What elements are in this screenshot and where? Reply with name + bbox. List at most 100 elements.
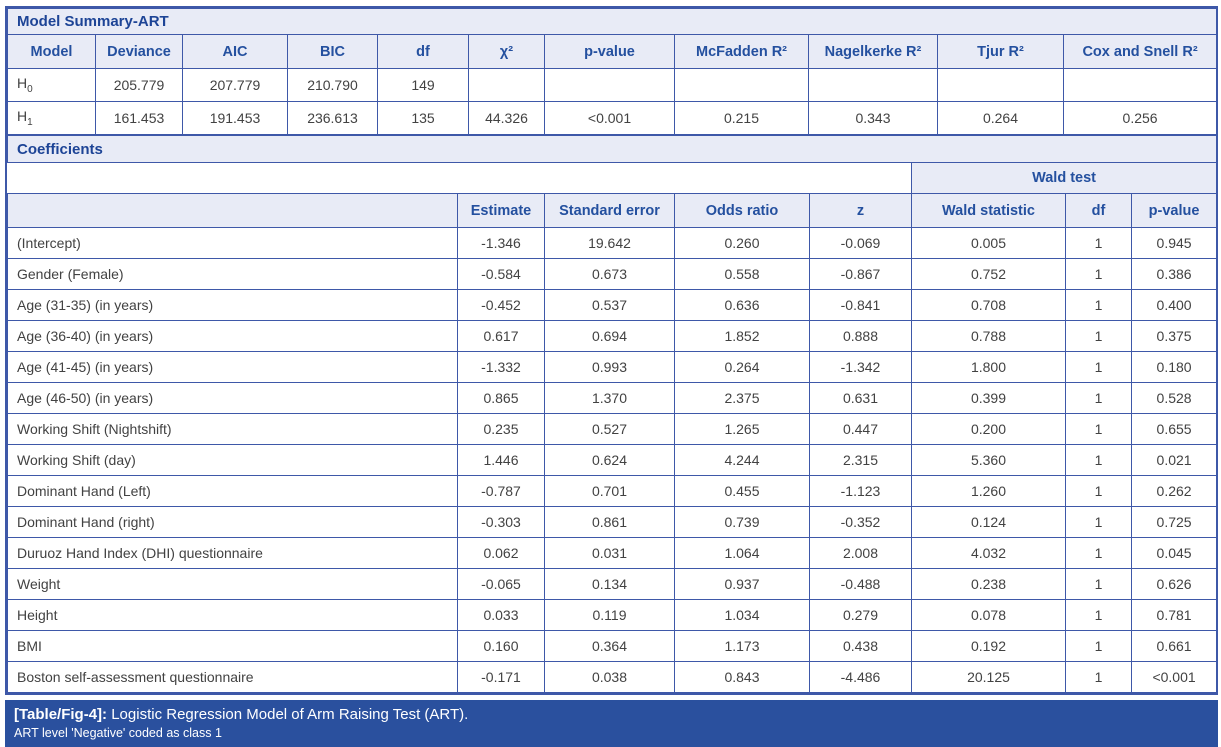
coefficient-value-cell: 0.993 <box>544 351 675 383</box>
column-header-deviance: Deviance <box>95 34 183 69</box>
table-row: BMI 0.160 0.364 1.173 0.438 0.192 1 0.661 <box>7 630 1218 662</box>
coefficient-value-cell: 0.238 <box>911 568 1066 600</box>
coefficient-value-cell: 0.386 <box>1130 258 1218 290</box>
coefficient-value-cell: 0.865 <box>457 382 545 414</box>
coefficient-value-cell: 0.843 <box>674 661 810 693</box>
coefficient-value-cell: -0.841 <box>809 289 912 321</box>
section-title-row: Model Summary-ART <box>6 8 1218 35</box>
coefficient-value-cell: 1.173 <box>674 630 810 662</box>
predictor-label: Dominant Hand (Left) <box>7 475 458 507</box>
coefficient-value-cell: 0.631 <box>809 382 912 414</box>
coefficient-value-cell: 0.661 <box>1130 630 1218 662</box>
coefficient-value-cell: 1 <box>1065 537 1132 569</box>
coefficients-title: Coefficients <box>6 135 1218 163</box>
coefficient-value-cell: 0.364 <box>544 630 675 662</box>
section-title-row: Coefficients <box>6 135 1218 163</box>
coefficient-value-cell: -0.787 <box>457 475 545 507</box>
coefficient-value-cell: 5.360 <box>911 444 1066 476</box>
coefficient-value-cell: 0.655 <box>1130 413 1218 445</box>
predictor-label: Age (46-50) (in years) <box>7 382 458 414</box>
coefficient-value-cell: 0.005 <box>911 227 1066 259</box>
coefficient-value-cell: 0.279 <box>809 599 912 631</box>
column-header-wald-p-value: p-value <box>1130 193 1218 228</box>
coefficient-value-cell: 0.031 <box>544 537 675 569</box>
coefficient-value-cell: 0.021 <box>1130 444 1218 476</box>
coefficient-value-cell: 0.455 <box>674 475 810 507</box>
summary-value-cell: 207.779 <box>182 68 288 102</box>
coefficient-value-cell: 0.739 <box>674 506 810 538</box>
coefficient-value-cell: -4.486 <box>809 661 912 693</box>
coefficient-value-cell: 0.781 <box>1130 599 1218 631</box>
coefficient-value-cell: -0.488 <box>809 568 912 600</box>
column-header-nagelkerke-r2: Nagelkerke R² <box>808 34 938 69</box>
coefficient-value-cell: 1 <box>1065 258 1132 290</box>
table-row: Working Shift (Nightshift) 0.235 0.527 1.26… <box>7 413 1218 445</box>
coefficient-value-cell: 0.447 <box>809 413 912 445</box>
coefficient-value-cell: -0.867 <box>809 258 912 290</box>
model-subscript: 1 <box>27 116 33 128</box>
coefficient-value-cell: 1.260 <box>911 475 1066 507</box>
coefficient-value-cell: 0.235 <box>457 413 545 445</box>
table-row: Working Shift (day) 1.446 0.624 4.244 2.315 5… <box>7 444 1218 476</box>
coefficient-value-cell: 0.945 <box>1130 227 1218 259</box>
summary-header-row: Model Deviance AIC BIC df χ² p-value McF… <box>7 34 1218 69</box>
summary-value-cell: 161.453 <box>95 101 183 135</box>
model-summary-table: Model Summary-ART Model Deviance AIC BIC… <box>6 8 1218 135</box>
summary-value-cell: 0.256 <box>1062 101 1218 135</box>
coefficient-value-cell: 0.399 <box>911 382 1066 414</box>
figure-caption-bar: [Table/Fig-4]: Logistic Regression Model… <box>5 700 1218 747</box>
coefficient-value-cell: 0.375 <box>1130 320 1218 352</box>
coefficient-value-cell: 20.125 <box>911 661 1066 693</box>
coefficient-value-cell: 0.062 <box>457 537 545 569</box>
coefficient-value-cell: -1.123 <box>809 475 912 507</box>
coefficient-value-cell: 4.244 <box>674 444 810 476</box>
figure-caption-text: Logistic Regression Model of Arm Raising… <box>107 706 469 723</box>
predictor-label: (Intercept) <box>7 227 458 259</box>
column-header-wald-statistic: Wald statistic <box>911 193 1066 228</box>
wald-row-empty-cell <box>7 162 912 194</box>
column-header-mcfadden-r2: McFadden R² <box>674 34 809 69</box>
coefficient-value-cell: 0.260 <box>674 227 810 259</box>
summary-value-cell <box>468 68 545 102</box>
predictor-label: Gender (Female) <box>7 258 458 290</box>
coefficient-value-cell: 0.694 <box>544 320 675 352</box>
summary-value-cell <box>674 68 809 102</box>
column-header-predictor <box>7 193 458 228</box>
column-header-bic: BIC <box>287 34 378 69</box>
coefficient-value-cell: 0.078 <box>911 599 1066 631</box>
coefficient-value-cell: 1 <box>1065 444 1132 476</box>
column-header-odds-ratio: Odds ratio <box>674 193 810 228</box>
model-subscript: 0 <box>27 83 33 95</box>
column-header-p-value: p-value <box>544 34 675 69</box>
table-row: Boston self-assessment questionnaire -0.1… <box>7 661 1218 693</box>
coefficient-value-cell: 0.861 <box>544 506 675 538</box>
summary-value-cell: 0.215 <box>674 101 809 135</box>
coefficient-value-cell: <0.001 <box>1130 661 1218 693</box>
column-header-z: z <box>809 193 912 228</box>
coefficient-value-cell: 0.438 <box>809 630 912 662</box>
figure-note: ART level 'Negative' coded as class 1 <box>14 726 222 740</box>
coefficient-value-cell: 0.264 <box>674 351 810 383</box>
coefficient-value-cell: 1.852 <box>674 320 810 352</box>
coefficient-value-cell: 0.033 <box>457 599 545 631</box>
summary-value-cell: 205.779 <box>95 68 183 102</box>
coefficient-value-cell: 1 <box>1065 382 1132 414</box>
coefficient-value-cell: 0.558 <box>674 258 810 290</box>
coefficient-value-cell: 0.725 <box>1130 506 1218 538</box>
coefficient-value-cell: 0.038 <box>544 661 675 693</box>
summary-value-cell <box>1062 68 1218 102</box>
coefficient-value-cell: 1 <box>1065 289 1132 321</box>
coefficient-value-cell: 0.528 <box>1130 382 1218 414</box>
wald-test-span-row: Wald test <box>7 162 1218 194</box>
coefficient-value-cell: 1.034 <box>674 599 810 631</box>
table-row: Age (41-45) (in years) -1.332 0.993 0.264 -1… <box>7 351 1218 383</box>
coefficient-value-cell: 1 <box>1065 413 1132 445</box>
coefficient-value-cell: 0.537 <box>544 289 675 321</box>
table-row: Dominant Hand (right) -0.303 0.861 0.739 -0.… <box>7 506 1218 538</box>
table-row: Weight -0.065 0.134 0.937 -0.488 0.238 1 0.626 <box>7 568 1218 600</box>
coefficient-value-cell: 1 <box>1065 630 1132 662</box>
coefficient-value-cell: 0.752 <box>911 258 1066 290</box>
model-label: H0 <box>7 68 96 102</box>
column-header-wald-df: df <box>1065 193 1132 228</box>
summary-value-cell <box>937 68 1064 102</box>
